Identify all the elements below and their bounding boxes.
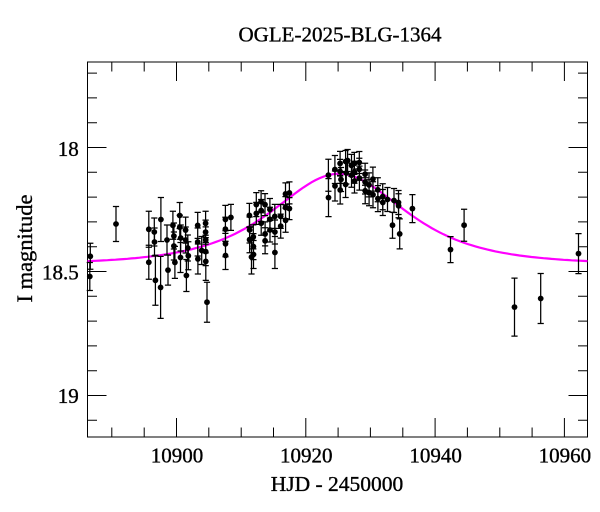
svg-text:18: 18 — [58, 137, 79, 161]
svg-text:HJD - 2450000: HJD - 2450000 — [271, 472, 404, 496]
svg-text:10960: 10960 — [539, 444, 592, 468]
svg-text:10900: 10900 — [151, 444, 204, 468]
svg-text:18.5: 18.5 — [42, 260, 79, 284]
svg-text:OGLE-2025-BLG-1364: OGLE-2025-BLG-1364 — [239, 23, 442, 47]
svg-text:I magnitude: I magnitude — [12, 194, 37, 302]
svg-text:19: 19 — [58, 384, 79, 408]
svg-text:10940: 10940 — [409, 444, 462, 468]
svg-text:10920: 10920 — [280, 444, 333, 468]
